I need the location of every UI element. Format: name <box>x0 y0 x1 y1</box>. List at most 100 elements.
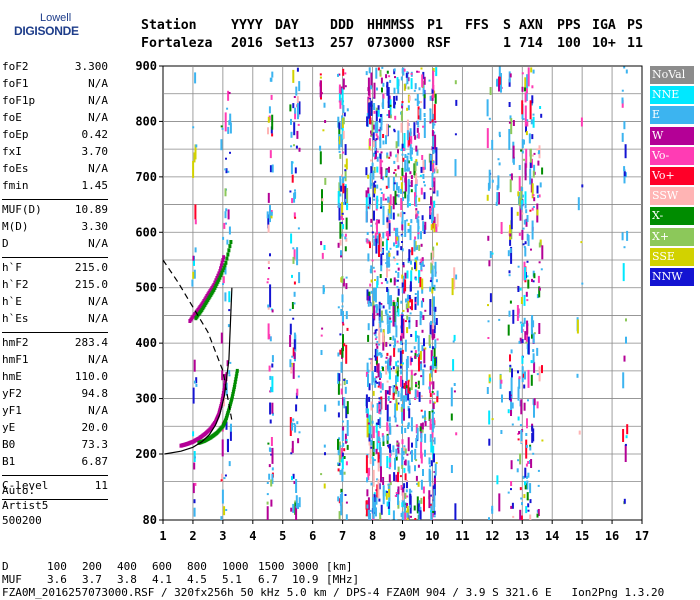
echo-mark <box>406 270 409 279</box>
echo-mark <box>228 226 231 235</box>
echo-mark <box>407 228 410 233</box>
echo-mark <box>346 203 349 211</box>
echo-mark <box>527 279 530 289</box>
echo-mark <box>430 460 433 467</box>
echo-mark <box>431 408 434 423</box>
echo-mark <box>402 264 405 268</box>
echo-mark <box>267 127 269 135</box>
echo-mark <box>387 87 390 108</box>
echo-mark <box>431 250 434 264</box>
echo-mark <box>404 492 407 499</box>
trace-point <box>219 266 223 271</box>
trace-point <box>218 275 222 280</box>
echo-mark <box>267 442 270 445</box>
echo-mark <box>510 220 513 240</box>
echo-mark <box>431 391 434 393</box>
echo-mark <box>538 323 541 334</box>
echo-mark <box>343 202 346 205</box>
trace-point <box>213 280 217 285</box>
echo-mark <box>396 302 399 307</box>
distance-value: 800 <box>187 560 207 573</box>
legend-ssw: SSW <box>650 187 694 206</box>
echo-mark <box>380 282 383 285</box>
echo-mark <box>408 316 411 329</box>
echo-mark <box>342 278 345 287</box>
echo-mark <box>271 447 274 464</box>
echo-mark <box>269 165 272 173</box>
echo-mark <box>623 166 626 172</box>
echo-mark <box>365 371 368 377</box>
echo-mark <box>388 220 391 224</box>
echo-mark <box>372 390 375 396</box>
echo-mark <box>394 279 397 283</box>
echo-mark <box>415 173 418 184</box>
echo-mark <box>422 369 425 386</box>
echo-mark <box>381 102 384 107</box>
echo-mark <box>415 320 418 327</box>
echo-mark <box>529 514 532 520</box>
echo-mark <box>509 174 512 176</box>
echo-mark <box>581 184 584 188</box>
echo-mark <box>365 193 368 207</box>
echo-mark <box>407 152 410 155</box>
echo-mark <box>387 250 390 268</box>
trace-point <box>224 260 228 265</box>
echo-mark <box>578 430 581 435</box>
legend-nne: NNE <box>650 86 694 105</box>
echo-mark <box>339 193 342 197</box>
echo-mark <box>337 191 340 207</box>
param-label: foEs <box>2 162 29 175</box>
echo-mark <box>410 78 413 90</box>
echo-mark <box>510 481 513 486</box>
muf-row: MUF 3.6 3.7 3.8 4.1 4.5 5.1 6.7 10.9 [MHz] <box>2 573 698 586</box>
echo-mark <box>526 418 528 429</box>
echo-mark <box>394 338 396 347</box>
echo-mark <box>527 472 530 478</box>
echo-mark <box>416 70 419 73</box>
header-col-1: YYYY <box>231 18 263 33</box>
echo-mark <box>388 200 391 214</box>
echo-mark <box>522 118 525 121</box>
echo-mark <box>378 374 381 378</box>
trace-point <box>217 277 221 282</box>
echo-mark <box>382 485 385 505</box>
echo-mark <box>501 394 503 403</box>
echo-mark <box>380 113 383 125</box>
trace-point <box>224 373 228 378</box>
echo-mark <box>388 156 391 159</box>
echo-mark <box>223 222 226 229</box>
echo-mark <box>345 461 348 466</box>
echo-mark <box>393 242 395 247</box>
echo-mark <box>402 492 405 501</box>
echo-mark <box>372 141 375 148</box>
echo-mark <box>345 501 348 504</box>
echo-mark <box>432 401 435 404</box>
echo-mark <box>430 439 433 453</box>
echo-mark <box>430 494 433 497</box>
echo-mark <box>434 339 437 349</box>
echo-mark <box>341 427 344 441</box>
echo-mark <box>531 425 534 432</box>
echo-mark <box>298 497 301 508</box>
trace-point <box>227 248 231 253</box>
echo-mark <box>509 224 512 240</box>
echo-mark <box>528 133 531 144</box>
trace-point <box>225 256 229 261</box>
echo-mark <box>517 265 520 268</box>
param-value: 0.42 <box>81 128 109 141</box>
echo-mark <box>420 67 423 70</box>
echo-mark <box>369 415 372 431</box>
echo-mark <box>386 123 389 136</box>
echo-mark <box>401 286 404 294</box>
echo-mark <box>625 336 627 344</box>
echo-mark <box>432 160 435 173</box>
echo-mark <box>297 101 299 120</box>
echo-mark <box>407 460 410 472</box>
echo-mark <box>321 252 324 259</box>
echo-mark <box>402 262 405 265</box>
echo-mark <box>414 184 417 196</box>
echo-mark <box>407 86 410 90</box>
echo-mark <box>522 322 525 327</box>
echo-mark <box>367 295 370 304</box>
interference-echoes <box>191 66 629 521</box>
